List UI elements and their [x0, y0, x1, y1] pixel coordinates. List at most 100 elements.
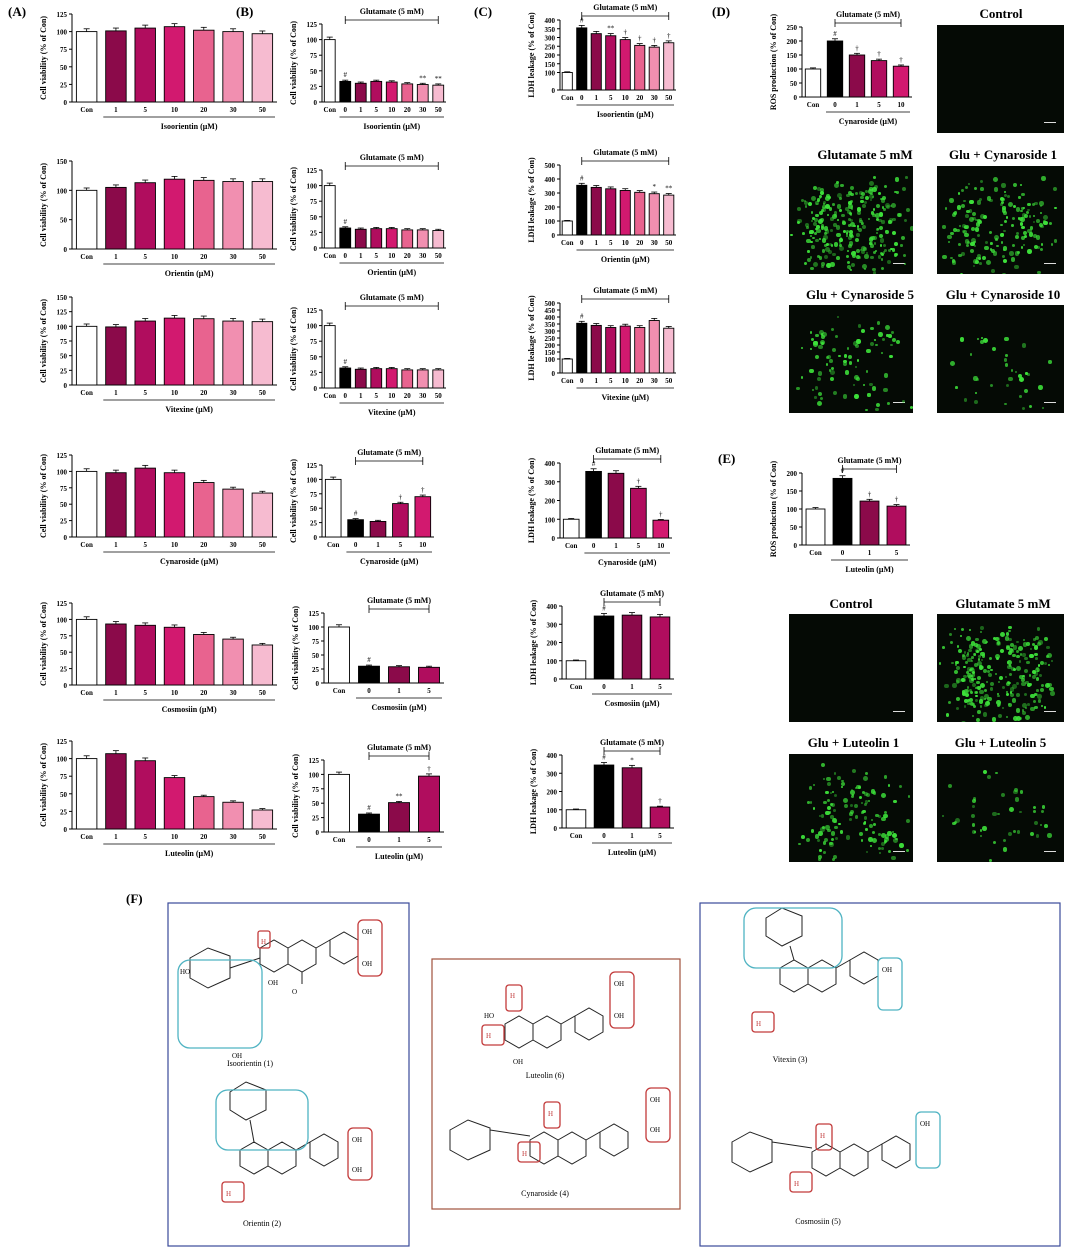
fluorescent-cell [865, 369, 869, 373]
fluorescent-cell [1031, 202, 1035, 207]
fluorescent-cell [1004, 336, 1009, 342]
fluorescent-cell [1024, 692, 1028, 696]
fluorescent-cell [995, 237, 999, 241]
fluorescent-cell [1023, 213, 1028, 218]
bar [222, 320, 244, 386]
fluorescent-cell [976, 253, 981, 258]
fluorescent-cell [877, 846, 881, 851]
fluorescent-cell [841, 780, 844, 783]
fluorescent-cell [983, 338, 989, 344]
fluorescent-cell [1036, 627, 1041, 631]
fluorescent-cell [974, 400, 979, 405]
fluorescent-cell [1008, 202, 1014, 208]
fluorescent-cell [1033, 810, 1036, 813]
fluorescent-cell [991, 717, 996, 722]
bar [385, 368, 398, 389]
fluorescent-cell [952, 683, 957, 688]
bar [251, 492, 274, 538]
fluorescent-cell [907, 795, 911, 798]
fluorescent-cell [980, 214, 986, 220]
fluorescent-cell [819, 195, 823, 198]
fluorescent-cell [1008, 681, 1011, 685]
fluorescent-cell [1050, 243, 1054, 246]
fluorescent-cell [970, 237, 976, 243]
x-tick-label: 5 [143, 689, 147, 697]
y-tick-label: 125 [57, 11, 68, 19]
fluorescent-cell [1033, 221, 1036, 224]
fluorescent-cell [884, 324, 890, 330]
x-tick-label: 50 [665, 377, 673, 385]
catechol-highlight [357, 919, 383, 977]
fluorescent-cell [1031, 642, 1036, 647]
x-tick-label: Con [80, 833, 93, 841]
fluorescent-cell [974, 186, 978, 190]
catechol-highlight [645, 1087, 671, 1143]
fluorescent-cell [967, 667, 972, 672]
fluorescent-cell [819, 396, 824, 400]
structure-box-right [699, 902, 1061, 1247]
fluorescent-cell [1022, 213, 1027, 218]
fluorescent-cell [942, 814, 945, 817]
fluorescent-cell [868, 218, 870, 221]
fluorescent-cell [1035, 834, 1040, 838]
y-tick-label: 0 [794, 542, 798, 550]
fluorescent-cell [1038, 673, 1043, 678]
significance-mark: ** [665, 185, 673, 193]
fluorescent-cell [1047, 833, 1052, 838]
fluorescent-cell [881, 841, 886, 846]
y-axis-label: Cell viability (% of Con) [39, 16, 48, 100]
fluorescent-cell [851, 788, 854, 791]
fluorescent-cell [896, 191, 899, 194]
fluorescent-cell [878, 233, 884, 238]
fluorescent-cell [1008, 637, 1012, 641]
fluorescent-cell [968, 644, 974, 649]
significance-mark: † [653, 36, 657, 44]
x-tick-label: 50 [665, 94, 673, 102]
fluorescent-cell [864, 254, 869, 259]
x-axis-label: Cosmosiin (μM) [605, 699, 660, 708]
x-tick-label: 1 [114, 833, 118, 841]
fluorescent-cell [811, 196, 816, 202]
x-tick-label: 10 [171, 389, 179, 397]
fluorescent-cell [972, 242, 976, 246]
fluorescent-cell [854, 237, 859, 243]
atom-label: H [548, 1110, 553, 1118]
chart-a4: 0 25 50 75 100 125 Con 1 5 10 20 30 50 Cynaroside (μM… [39, 452, 277, 566]
fluorescent-cell [865, 850, 868, 853]
x-tick-label: 10 [171, 833, 179, 841]
y-tick-label: 150 [57, 158, 68, 166]
fluorescent-cell [964, 239, 970, 244]
fluorescent-cell [870, 788, 876, 794]
fluorescent-cell [1001, 685, 1005, 689]
y-tick-label: 25 [312, 815, 320, 823]
fluorescent-cell [1007, 702, 1012, 708]
fluorescent-cell [842, 230, 846, 233]
fluorescent-cell [848, 241, 854, 246]
atom-label: H [522, 1150, 527, 1158]
fluorescent-cell [851, 793, 855, 796]
y-axis-label: LDH leakage (% of Con) [527, 458, 536, 544]
sugar-highlight [215, 1089, 309, 1151]
atom-label: OH [650, 1096, 660, 1104]
bar [339, 80, 352, 103]
fluorescent-cell [876, 321, 881, 325]
h-highlight [789, 1171, 813, 1193]
fluorescent-cell [991, 249, 996, 253]
y-tick-label: 75 [60, 773, 68, 781]
fluorescent-cell [986, 640, 989, 643]
y-tick-label: 125 [309, 610, 320, 618]
fluorescent-cell [875, 402, 881, 408]
x-tick-label: 1 [376, 541, 380, 549]
fluorescent-cell [830, 815, 834, 819]
x-axis-label: Cynaroside (μM) [160, 557, 219, 566]
x-tick-label: 50 [435, 106, 443, 114]
fluorescent-cell [1012, 645, 1017, 650]
fluorescent-cell [879, 251, 884, 255]
x-tick-label: Con [324, 392, 337, 400]
fluorescent-cell [1017, 217, 1021, 220]
x-tick-label: 0 [344, 106, 348, 114]
fluorescent-cell [1011, 666, 1016, 671]
fluorescent-cell [1021, 225, 1025, 230]
fluorescent-cell [833, 854, 838, 860]
fluorescent-cell [821, 262, 826, 267]
